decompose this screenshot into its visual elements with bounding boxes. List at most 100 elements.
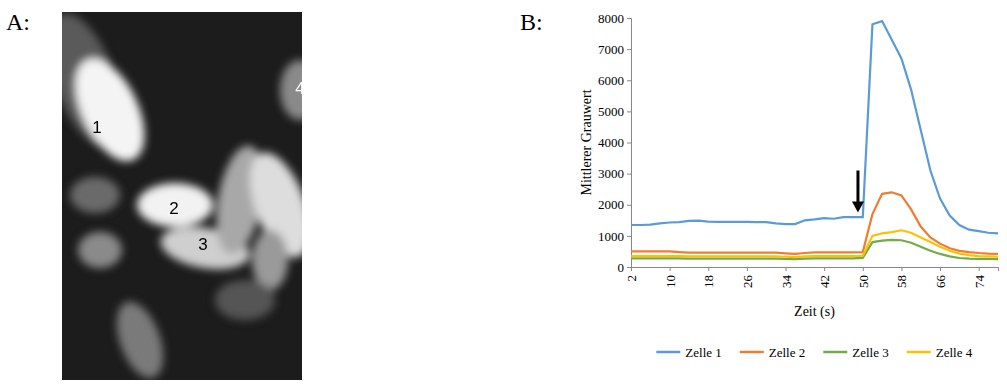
y-tick-mark bbox=[627, 205, 631, 206]
panel-label: B: bbox=[520, 9, 543, 35]
cell-shape bbox=[252, 230, 288, 290]
y-tick-mark bbox=[627, 49, 631, 50]
y-tick-label: 0 bbox=[618, 260, 625, 275]
x-axis-title: Zeit (s) bbox=[794, 304, 835, 320]
legend-swatch bbox=[740, 351, 764, 354]
x-tick: 10 bbox=[663, 267, 678, 288]
legend-label: Zelle 4 bbox=[936, 345, 973, 360]
cell-shape bbox=[70, 177, 120, 213]
y-tick: 4000 bbox=[598, 135, 631, 150]
y-tick-mark bbox=[627, 174, 631, 175]
x-tick-mark bbox=[786, 267, 787, 271]
x-axis: 2 10 18 26 34 42 50 58 66 74 bbox=[624, 267, 998, 288]
x-tick-mark bbox=[631, 267, 632, 271]
x-tick-label: 34 bbox=[779, 275, 794, 289]
x-tick: 34 bbox=[779, 267, 794, 288]
y-tick-mark bbox=[627, 111, 631, 112]
y-tick: 0 bbox=[618, 260, 632, 275]
legend-label: Zelle 2 bbox=[769, 345, 805, 360]
x-tick-mark bbox=[863, 267, 864, 271]
y-axis-title: Mittlerer Grauwert bbox=[579, 89, 594, 195]
legend-label: Zelle 3 bbox=[852, 345, 888, 360]
cell-label: 2 bbox=[169, 199, 178, 218]
y-tick-mark bbox=[627, 80, 631, 81]
y-tick-label: 8000 bbox=[598, 11, 624, 26]
x-tick-label: 42 bbox=[817, 275, 832, 288]
y-tick: 1000 bbox=[598, 229, 631, 244]
y-tick-label: 2000 bbox=[598, 197, 624, 212]
cell-shape bbox=[280, 60, 302, 120]
x-tick: 50 bbox=[856, 267, 871, 288]
y-tick: 3000 bbox=[598, 166, 631, 181]
y-tick-label: 7000 bbox=[598, 42, 624, 57]
y-tick: 8000 bbox=[598, 11, 631, 26]
y-tick-label: 4000 bbox=[598, 135, 624, 150]
y-tick-mark bbox=[627, 143, 631, 144]
x-axis-line bbox=[632, 268, 999, 272]
x-tick: 58 bbox=[894, 267, 909, 288]
legend-swatch bbox=[823, 351, 847, 354]
cell-label: 3 bbox=[198, 235, 207, 254]
x-tick-mark bbox=[747, 267, 748, 271]
y-tick-mark bbox=[627, 267, 631, 268]
legend-item: Zelle 1 bbox=[656, 345, 721, 360]
y-tick: 5000 bbox=[598, 104, 631, 119]
x-tick-label: 50 bbox=[856, 275, 871, 288]
y-tick-mark bbox=[627, 236, 631, 237]
cell-shape bbox=[78, 232, 122, 268]
series-line bbox=[631, 21, 998, 233]
x-tick: 2 bbox=[624, 267, 639, 282]
y-tick: 2000 bbox=[598, 197, 631, 212]
cell-shape bbox=[62, 48, 159, 171]
x-tick-label: 66 bbox=[933, 275, 948, 289]
x-tick-mark bbox=[824, 267, 825, 271]
legend-swatch bbox=[907, 351, 931, 354]
x-tick-mark bbox=[901, 267, 902, 271]
y-tick-label: 6000 bbox=[598, 73, 624, 88]
legend-item: Zelle 2 bbox=[740, 345, 805, 360]
y-tick-label: 5000 bbox=[598, 104, 624, 119]
legend-label: Zelle 1 bbox=[685, 345, 721, 360]
y-tick-label: 3000 bbox=[598, 166, 624, 181]
chart: 0 1000 2000 3000 4000 5000 6000 7000 8000 2 10 18 26… bbox=[579, 11, 999, 360]
plot-lines bbox=[631, 21, 998, 259]
y-tick-mark bbox=[627, 18, 631, 19]
y-tick-label: 1000 bbox=[598, 229, 624, 244]
series-line bbox=[631, 192, 998, 254]
panel-label: A: bbox=[6, 9, 30, 35]
legend-swatch bbox=[656, 351, 680, 354]
y-tick: 7000 bbox=[598, 42, 631, 57]
legend-item: Zelle 3 bbox=[823, 345, 888, 360]
x-tick-label: 74 bbox=[972, 275, 987, 289]
x-tick-label: 18 bbox=[701, 275, 716, 288]
y-tick: 6000 bbox=[598, 73, 631, 88]
x-tick-mark bbox=[670, 267, 671, 271]
micrograph: 1 2 3 4 bbox=[33, 0, 397, 384]
cell-shape bbox=[293, 12, 302, 122]
stimulus-arrow bbox=[852, 171, 864, 213]
y-axis: 0 1000 2000 3000 4000 5000 6000 7000 8000 bbox=[598, 11, 632, 275]
y-axis-line bbox=[627, 19, 632, 268]
cell-shape bbox=[215, 280, 275, 320]
x-tick-label: 26 bbox=[740, 275, 755, 289]
legend: Zelle 1 Zelle 2 Zelle 3 Zelle 4 bbox=[656, 345, 972, 360]
x-tick: 66 bbox=[933, 267, 948, 288]
x-tick-label: 2 bbox=[624, 275, 639, 282]
legend-item: Zelle 4 bbox=[907, 345, 973, 360]
cell-shape bbox=[108, 296, 173, 380]
x-tick: 42 bbox=[817, 267, 832, 288]
cell-shape bbox=[137, 183, 213, 227]
arrow-shaft bbox=[856, 171, 859, 204]
cell-label: 4 bbox=[295, 79, 304, 98]
x-tick: 74 bbox=[972, 267, 987, 288]
arrow-head bbox=[852, 202, 864, 213]
x-tick-mark bbox=[940, 267, 941, 271]
series-line bbox=[631, 230, 998, 257]
figure: A:B:123401000200030004000500060007000800… bbox=[0, 0, 1007, 385]
x-tick: 18 bbox=[701, 267, 716, 288]
cell-label: 1 bbox=[92, 118, 101, 137]
x-tick-mark bbox=[708, 267, 709, 271]
x-tick: 26 bbox=[740, 267, 755, 288]
x-tick-mark bbox=[979, 267, 980, 271]
x-tick-label: 10 bbox=[663, 275, 678, 288]
